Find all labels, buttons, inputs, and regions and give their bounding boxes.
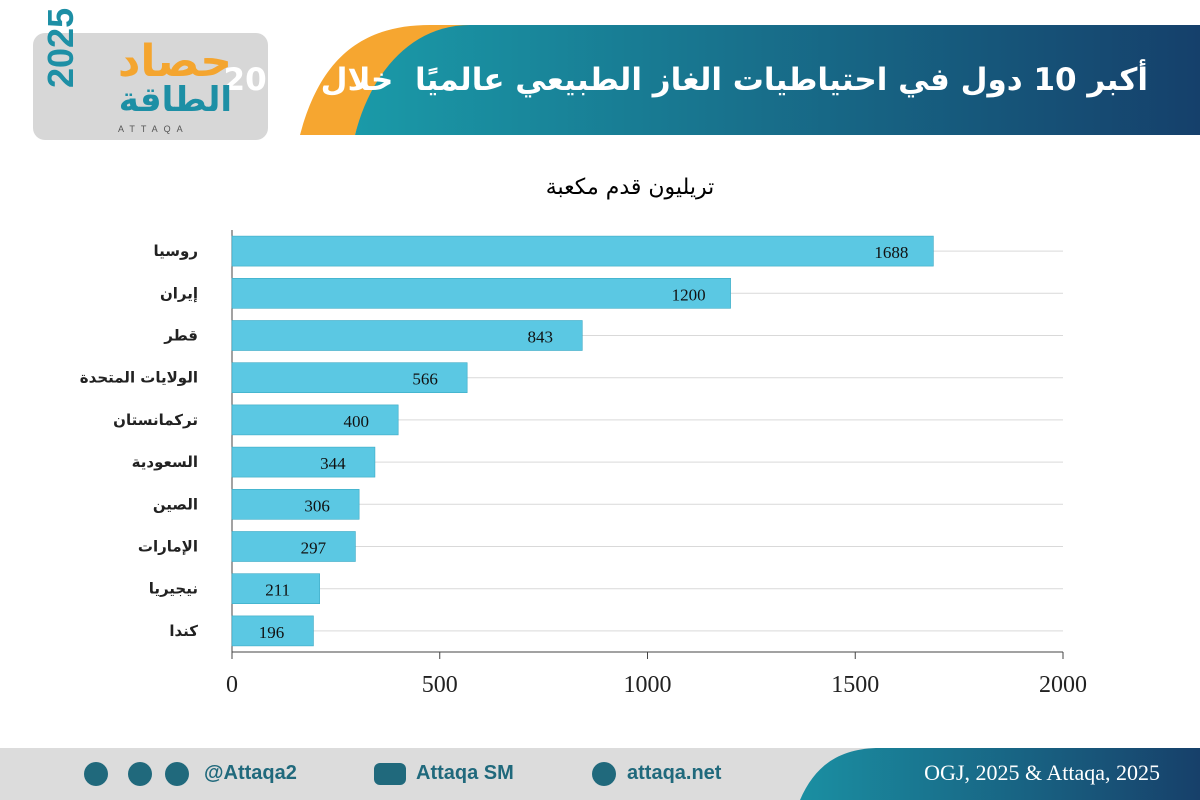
value-label: 566 [412,370,438,389]
bar [231,446,376,478]
y-tick-label: نيجيريا [149,580,198,598]
x-tick-label: 2000 [1039,672,1087,698]
y-tick-label: تركمانستان [113,411,198,429]
value-label: 1688 [874,243,908,262]
value-label: 211 [265,581,290,600]
header-accent [300,25,470,135]
footer-source: OGJ, 2025 & Attaqa, 2025 [924,760,1160,785]
logo-word: الطاقة [118,80,232,120]
value-label: 843 [528,328,554,347]
logo-word: حصاد [117,36,232,87]
value-label: 400 [343,412,369,431]
header-band [355,25,1200,135]
x-tick-label: 0 [226,672,238,698]
logo-box [33,33,268,140]
x-tick-label: 1000 [624,672,672,698]
bar [231,488,360,520]
y-tick-label: الإمارات [138,538,198,556]
y-tick-label: الولايات المتحدة [80,369,198,387]
y-tick-label: كندا [169,622,198,640]
value-label: 196 [259,623,285,642]
x-tick-label: 1500 [831,672,879,698]
footer-youtube[interactable]: Attaqa SM [416,762,514,784]
bar [231,362,468,393]
value-label: 344 [320,454,346,473]
footer-accent [800,748,1200,800]
bar [231,404,399,436]
y-tick-label: السعودية [132,453,198,471]
x-tick-label: 500 [422,672,458,698]
bar [231,278,731,309]
bar [231,531,356,562]
youtube-icon[interactable] [374,763,406,785]
bar [231,320,583,351]
y-tick-label: الصين [153,495,198,513]
y-tick-label: قطر [163,327,198,345]
footer-website[interactable]: attaqa.net [627,762,722,784]
chart-subtitle: تريليون قدم مكعبة [546,175,714,200]
header-title: أكبر 10 دول في احتياطيات الغاز الطبيعي ع… [223,62,1148,98]
instagram-icon[interactable] [128,762,152,786]
chart: تريليون قدم مكعبة 0 500 1000 1500 2000 روسيا 1… [80,175,1087,698]
bar [231,235,934,267]
bar [231,615,314,647]
footer-handle[interactable]: @Attaqa2 [204,762,297,784]
facebook-icon[interactable] [165,762,189,786]
value-label: 297 [301,539,327,558]
x-icon[interactable] [84,762,108,786]
web-icon[interactable] [592,762,616,786]
logo-latin: ATTAQA [118,124,189,134]
value-label: 306 [304,496,330,515]
y-tick-label: إيران [160,284,198,302]
bar [231,573,320,605]
logo-year: 2025 [40,7,81,88]
value-label: 1200 [672,285,706,304]
y-tick-label: روسيا [154,242,198,260]
